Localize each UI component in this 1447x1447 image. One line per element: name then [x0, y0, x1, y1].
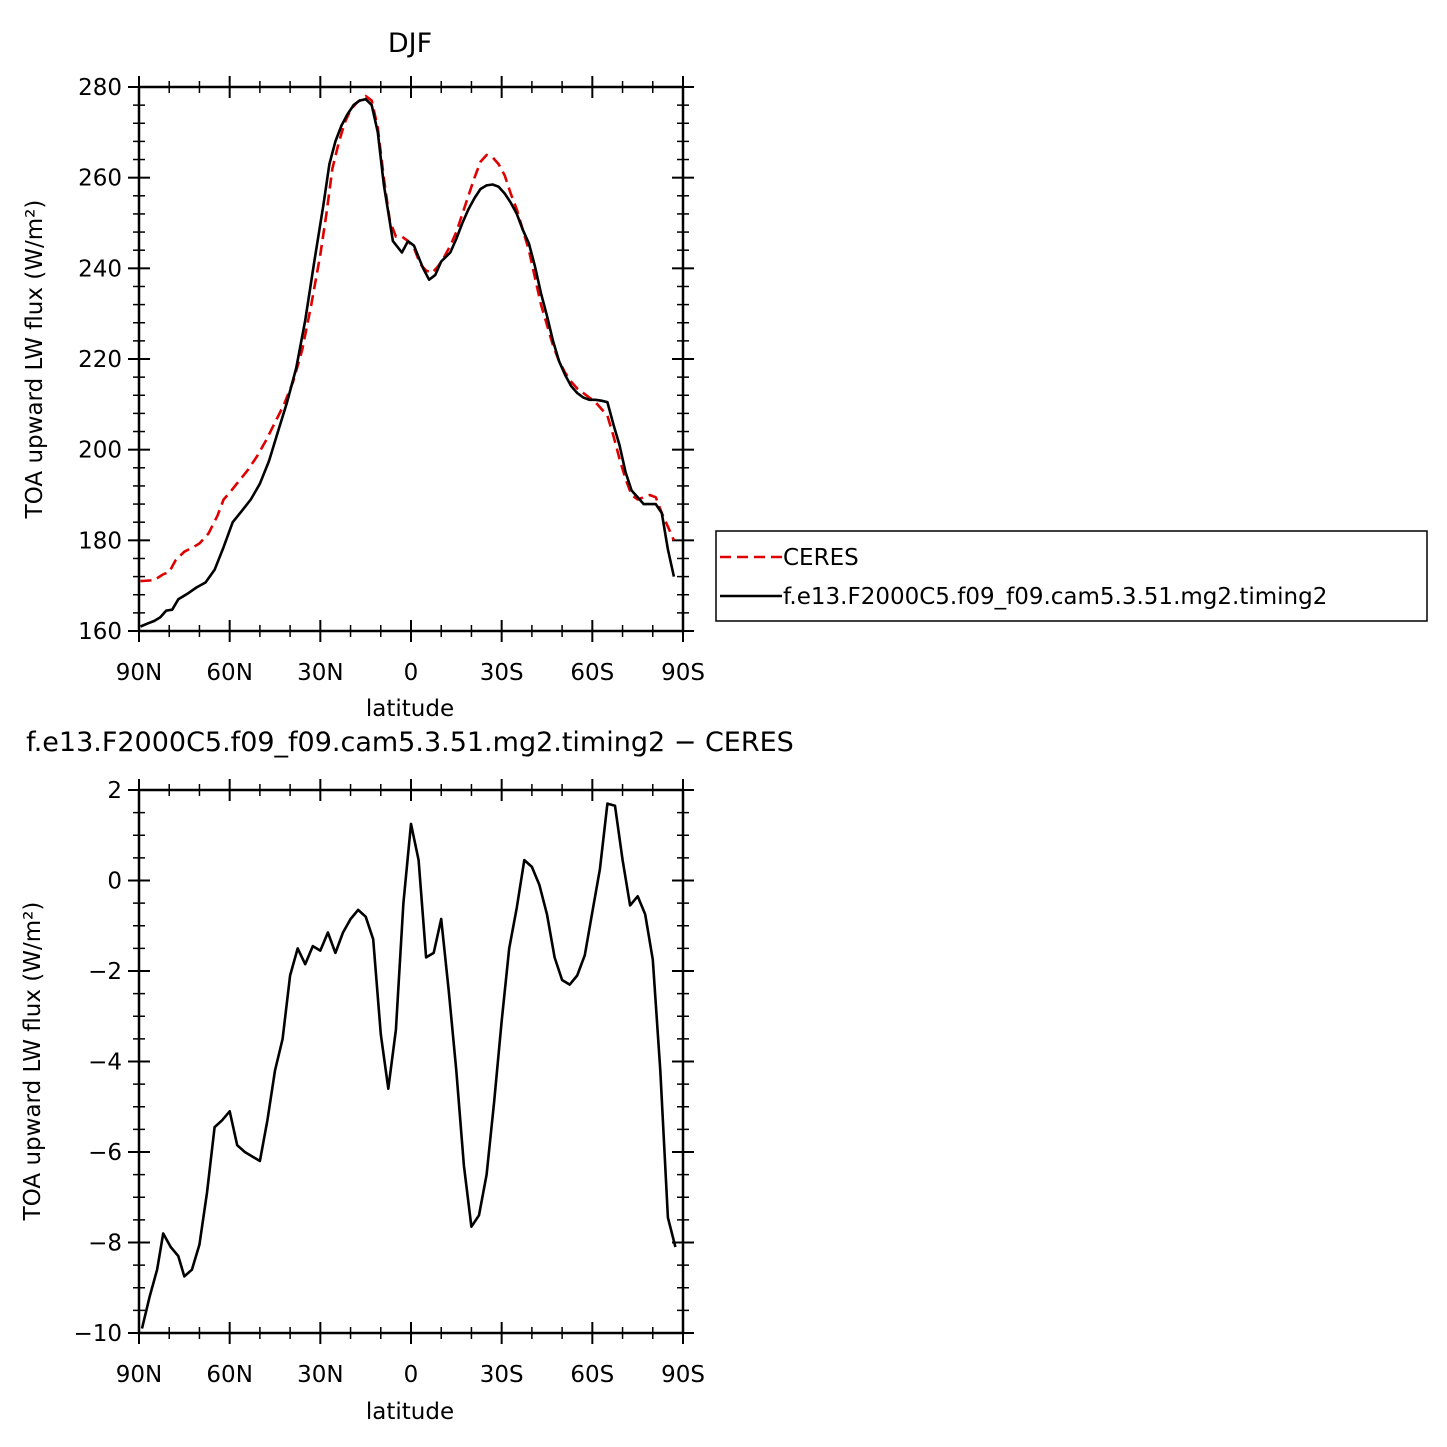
top-x-tick-label: 90S	[661, 660, 705, 686]
bottom-panel: f.e13.F2000C5.f09_f09.cam5.3.51.mg2.timi…	[20, 727, 794, 1425]
bottom-y-tick-label: −8	[88, 1231, 122, 1257]
bottom-x-tick-label: 90N	[116, 1362, 162, 1388]
bottom-y-tick-label: −6	[88, 1140, 122, 1166]
bottom-x-tick-label: 0	[404, 1362, 419, 1388]
top-x-tick-label: 30N	[297, 660, 343, 686]
top-x-tick-label: 0	[404, 660, 419, 686]
top-y-tick-label: 220	[78, 347, 122, 373]
top-x-axis-label: latitude	[366, 696, 454, 722]
bottom-y-tick-label: −2	[88, 959, 122, 985]
bottom-x-tick-label: 30N	[297, 1362, 343, 1388]
top-y-tick-label: 240	[78, 256, 122, 282]
top-y-tick-label: 280	[78, 75, 122, 101]
bottom-y-tick-label: −10	[73, 1321, 122, 1347]
bottom-x-tick-label: 90S	[661, 1362, 705, 1388]
top-series-line-0	[140, 94, 676, 583]
top-y-tick-label: 180	[78, 528, 122, 554]
legend-label-ceres: CERES	[783, 545, 859, 571]
top-series-line-1	[139, 97, 676, 628]
bottom-chart-title: f.e13.F2000C5.f09_f09.cam5.3.51.mg2.timi…	[26, 727, 794, 758]
top-x-tick-label: 60S	[570, 660, 614, 686]
bottom-x-axis-label: latitude	[366, 1399, 454, 1425]
top-x-tick-label: 90N	[116, 660, 162, 686]
top-panel: DJF 90N 60N 30N 0 30S 60S 90S 160 180 200 220 240 26…	[22, 28, 1428, 722]
top-plot-area: 90N 60N 30N 0 30S 60S 90S 160 180 200 220 240 260 280	[78, 75, 705, 686]
bottom-y-tick-label: −4	[88, 1050, 122, 1076]
top-plot-frame	[137, 85, 685, 633]
bottom-y-tick-label: 0	[107, 869, 122, 895]
top-x-tick-label: 60N	[206, 660, 252, 686]
top-y-tick-label: 160	[78, 619, 122, 645]
bottom-plot-area: 90N 60N 30N 0 30S 60S 90S −10 −8 −6 −4 −2 0 2	[73, 778, 704, 1388]
bottom-x-tick-label: 60N	[206, 1362, 252, 1388]
bottom-y-tick-label: 2	[107, 778, 122, 804]
top-x-tick-label: 30S	[480, 660, 524, 686]
bottom-plot-frame	[137, 788, 685, 1335]
top-chart-title: DJF	[388, 28, 432, 59]
top-y-tick-label: 200	[78, 438, 122, 464]
bottom-y-axis-label: TOA upward LW flux (W/m²)	[20, 902, 46, 1222]
legend: CERES f.e13.F2000C5.f09_f09.cam5.3.51.mg…	[715, 530, 1428, 622]
legend-label-model: f.e13.F2000C5.f09_f09.cam5.3.51.mg2.timi…	[783, 584, 1327, 610]
bottom-x-tick-label: 30S	[480, 1362, 524, 1388]
legend-box	[715, 530, 1428, 622]
bottom-x-tick-label: 60S	[570, 1362, 614, 1388]
top-y-axis-label: TOA upward LW flux (W/m²)	[22, 200, 48, 520]
bottom-series-line-0	[140, 802, 677, 1329]
top-y-tick-label: 260	[78, 166, 122, 192]
